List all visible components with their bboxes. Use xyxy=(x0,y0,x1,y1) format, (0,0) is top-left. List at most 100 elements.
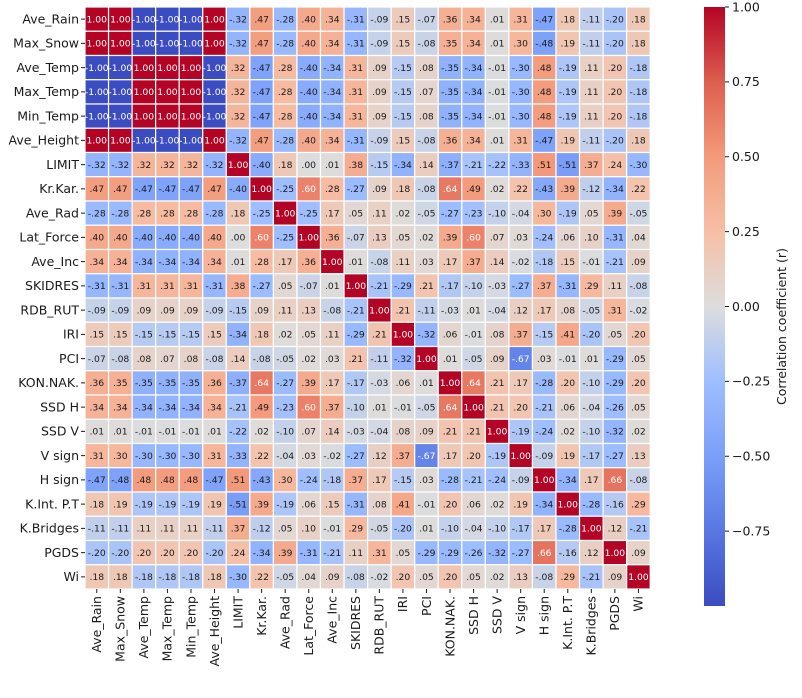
cell-value-label: .31 xyxy=(160,281,175,292)
cell-value-label: .03 xyxy=(301,451,316,462)
cell-value-label: .01 xyxy=(231,257,246,268)
cell-value-label: .21 xyxy=(490,378,505,389)
cell-value-label: .30 xyxy=(113,451,128,462)
cell-value-label: .01 xyxy=(207,427,222,438)
cell-value-label: -.29 xyxy=(394,281,412,292)
cell-value-label: .40 xyxy=(113,233,128,244)
cell-value-label: .11 xyxy=(608,281,623,292)
cell-value-label: .20 xyxy=(631,330,646,341)
cell-value-label: .05 xyxy=(631,354,646,365)
cell-value-label: .47 xyxy=(113,184,128,195)
column-label: Max_Temp xyxy=(160,596,175,661)
cell-value-label: -.05 xyxy=(418,402,436,413)
cell-value-label: -1.00 xyxy=(85,111,109,122)
cell-value-label: -.15 xyxy=(370,160,388,171)
cell-value-label: .34 xyxy=(207,402,222,413)
column-label: RDB_RUT xyxy=(372,596,387,655)
row-label: KON.NAK. xyxy=(18,375,79,390)
cell-value-label: .01 xyxy=(490,14,505,25)
cell-value-label: .17 xyxy=(325,208,340,219)
row-label: Ave_Inc xyxy=(31,254,79,269)
cell-value-label: .47 xyxy=(254,39,269,50)
cell-value-label: .18 xyxy=(89,499,104,510)
cell-value-label: -.48 xyxy=(535,39,553,50)
cell-value-label: .22 xyxy=(513,184,528,195)
cell-value-label: -.40 xyxy=(182,233,200,244)
cell-value-label: .08 xyxy=(137,354,152,365)
cell-value-label: .19 xyxy=(560,39,575,50)
cell-value-label: .02 xyxy=(301,354,316,365)
cell-value-label: .09 xyxy=(325,572,340,583)
colorbar-tick-label: 0.25 xyxy=(732,224,760,239)
cell-value-label: .18 xyxy=(631,14,646,25)
colorbar-tick-label: −0.50 xyxy=(732,449,770,464)
cell-value-label: -.31 xyxy=(347,14,365,25)
cell-value-label: .64 xyxy=(466,378,481,389)
cell-value-label: .01 xyxy=(325,281,340,292)
cell-value-label: -.28 xyxy=(535,378,553,389)
cell-value-label: -.40 xyxy=(158,233,176,244)
cell-value-label: -.34 xyxy=(182,257,200,268)
cell-value-label: .48 xyxy=(537,63,552,74)
cell-value-label: .22 xyxy=(254,451,269,462)
cell-value-label: -.32 xyxy=(111,160,129,171)
cell-value-label: .07 xyxy=(419,87,434,98)
cell-value-label: .47 xyxy=(207,184,222,195)
cell-value-label: -.11 xyxy=(370,354,388,365)
cell-value-label: -.19 xyxy=(559,87,577,98)
cell-value-label: .17 xyxy=(372,475,387,486)
cell-value-label: .40 xyxy=(301,14,316,25)
cell-value-label: -.04 xyxy=(370,427,388,438)
cell-value-label: -.34 xyxy=(229,330,247,341)
cell-value-label: .31 xyxy=(372,548,387,559)
cell-value-label: -.43 xyxy=(253,475,271,486)
cell-value-label: -.32 xyxy=(394,354,412,365)
cell-value-label: .29 xyxy=(560,572,575,583)
cell-value-label: .15 xyxy=(113,330,128,341)
cell-value-label: .28 xyxy=(254,257,269,268)
cell-value-label: .11 xyxy=(584,87,599,98)
cell-value-label: -.28 xyxy=(276,136,294,147)
cell-value-label: -.29 xyxy=(347,330,365,341)
cell-value-label: -.16 xyxy=(606,499,624,510)
cell-value-label: .05 xyxy=(278,281,293,292)
cell-value-label: .15 xyxy=(396,39,411,50)
cell-value-label: .05 xyxy=(466,572,481,583)
cell-value-label: -.26 xyxy=(606,402,624,413)
cell-value-label: -.34 xyxy=(535,499,553,510)
column-label: Lat_Force xyxy=(301,596,316,656)
cell-value-label: -.20 xyxy=(394,524,412,535)
cell-value-label: -1.00 xyxy=(179,136,203,147)
cell-value-label: -.33 xyxy=(229,451,247,462)
cell-value-label: .02 xyxy=(490,572,505,583)
cell-value-label: .32 xyxy=(231,63,246,74)
cell-value-label: -.27 xyxy=(512,548,530,559)
cell-value-label: .12 xyxy=(372,451,387,462)
cell-value-label: -.51 xyxy=(229,499,247,510)
cell-value-label: -.40 xyxy=(253,160,271,171)
cell-value-label: -.17 xyxy=(347,378,365,389)
cell-value-label: .60 xyxy=(301,184,316,195)
cell-value-label: .03 xyxy=(419,475,434,486)
cell-value-label: .08 xyxy=(490,330,505,341)
cell-value-label: .14 xyxy=(490,257,505,268)
cell-value-label: .32 xyxy=(184,160,199,171)
cell-value-label: -.31 xyxy=(206,281,224,292)
row-label: Ave_Rain xyxy=(22,11,79,26)
cell-value-label: .09 xyxy=(372,87,387,98)
cell-value-label: -.31 xyxy=(111,281,129,292)
cell-value-label: .01 xyxy=(443,354,458,365)
cell-value-label: .20 xyxy=(608,63,623,74)
cell-value-label: .20 xyxy=(443,572,458,583)
cell-value-label: -.19 xyxy=(559,63,577,74)
cell-value-label: -.15 xyxy=(394,475,412,486)
row-label: K.Int. P.T xyxy=(25,496,79,511)
cell-value-label: -.47 xyxy=(253,111,271,122)
cell-value-label: -.28 xyxy=(206,208,224,219)
cell-value-label: .22 xyxy=(254,572,269,583)
cell-value-label: .06 xyxy=(443,330,458,341)
cell-value-label: -.01 xyxy=(418,499,436,510)
cell-value-label: 1.00 xyxy=(534,475,555,486)
cell-value-label: .36 xyxy=(301,257,316,268)
row-label: Max_Temp xyxy=(14,84,79,99)
